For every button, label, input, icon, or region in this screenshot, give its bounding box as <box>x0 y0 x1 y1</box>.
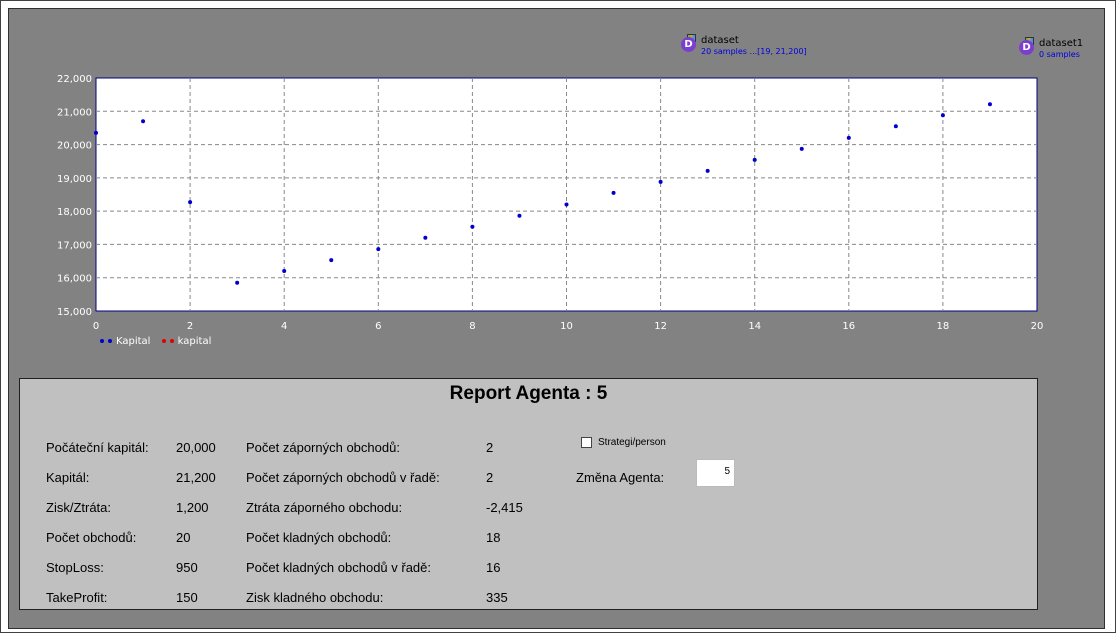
value-stoploss: 950 <box>176 560 198 575</box>
dataset1-name: dataset1 <box>1039 38 1084 49</box>
data-point <box>564 202 569 207</box>
legend-item-kapital: Kapital <box>100 336 154 347</box>
value-zisk-ztrata: 1,200 <box>176 500 209 515</box>
label-takeprofit: TakeProfit: <box>46 590 108 605</box>
value-pocet-zapornych: 2 <box>486 440 494 455</box>
data-point <box>329 258 334 263</box>
value-pocet-kladnych-v-rade: 16 <box>486 560 501 575</box>
report-title: Report Agenta : 5 <box>449 383 608 404</box>
scatter-chart: 0 2 4 6 8 10 12 14 16 18 20 15,000 16,000 17,000 18,00… <box>57 74 1044 332</box>
label-ztrata-zaporneho: Ztráta záporného obchodu: <box>246 500 403 515</box>
chart-legend: Kapital kapital <box>100 336 219 347</box>
value-pocet-zapornych-v-rade: 2 <box>486 470 494 485</box>
x-tick-label: 14 <box>748 321 761 332</box>
x-tick-label: 10 <box>560 321 573 332</box>
label-pocet-zapornych-v-rade: Počet záporných obchodů v řadě: <box>246 470 440 485</box>
agent-change-input[interactable]: 5 <box>696 459 735 487</box>
value-pocatecni-kapital: 20,000 <box>176 440 216 455</box>
strategi-person-label[interactable]: Strategi/person <box>598 437 666 448</box>
y-tick-label: 19,000 <box>57 174 92 185</box>
label-pocatecni-kapital: Počáteční kapitál: <box>46 440 149 455</box>
data-point <box>846 135 851 140</box>
data-point <box>141 119 146 124</box>
data-point <box>752 157 757 162</box>
value-pocet-kladnych: 18 <box>486 530 501 545</box>
x-tick-label: 6 <box>375 321 381 332</box>
y-tick-label: 21,000 <box>57 107 92 118</box>
dataset1-info: 0 samples <box>1039 50 1080 59</box>
dataset-name: dataset <box>701 35 739 46</box>
data-point <box>470 224 475 229</box>
data-point <box>705 168 710 173</box>
y-tick-label: 16,000 <box>57 274 92 285</box>
label-zisk-ztrata: Zisk/Ztráta: <box>46 500 112 515</box>
legend-item-kapital-2: kapital <box>161 336 216 347</box>
label-pocet-kladnych: Počet kladných obchodů: <box>246 530 392 545</box>
label-pocet-obchodu: Počet obchodů: <box>46 530 137 545</box>
y-tick-label: 20,000 <box>57 141 92 152</box>
agent-change-label: Změna Agenta: <box>576 470 665 485</box>
data-point <box>658 179 663 184</box>
report-panel: Report Agenta : 5 Počáteční kapitál: Kap… <box>19 378 1038 610</box>
value-zisk-kladneho: 335 <box>486 590 508 605</box>
label-pocet-kladnych-v-rade: Počet kladných obchodů v řadě: <box>246 560 432 575</box>
y-tick-label: 15,000 <box>57 307 92 318</box>
data-point <box>893 124 898 129</box>
label-pocet-zapornych: Počet záporných obchodů: <box>246 440 400 455</box>
dataset-icon: D <box>681 34 699 52</box>
y-tick-label: 18,000 <box>57 207 92 218</box>
value-ztrata-zaporneho: -2,415 <box>486 500 523 515</box>
data-point <box>517 213 522 218</box>
x-tick-label: 20 <box>1031 321 1044 332</box>
label-zisk-kladneho: Zisk kladného obchodu: <box>246 590 384 605</box>
data-point <box>188 200 193 205</box>
data-point <box>611 190 616 195</box>
data-point <box>940 113 945 118</box>
data-point <box>376 247 381 252</box>
x-tick-label: 0 <box>93 321 99 332</box>
data-point <box>282 269 287 274</box>
y-tick-label: 17,000 <box>57 240 92 251</box>
y-tick-label: 22,000 <box>57 74 92 85</box>
data-point <box>94 130 98 135</box>
x-tick-label: 18 <box>937 321 950 332</box>
data-point <box>423 235 428 240</box>
value-kapital: 21,200 <box>176 470 216 485</box>
data-point <box>987 102 992 107</box>
x-tick-label: 12 <box>654 321 667 332</box>
x-tick-label: 2 <box>187 321 193 332</box>
value-pocet-obchodu: 20 <box>176 530 191 545</box>
label-stoploss: StopLoss: <box>46 560 104 575</box>
value-takeprofit: 150 <box>176 590 198 605</box>
data-point <box>235 280 240 285</box>
x-tick-label: 16 <box>842 321 855 332</box>
dataset-icon: D <box>1019 37 1037 55</box>
x-tick-label: 4 <box>281 321 287 332</box>
label-kapital: Kapitál: <box>46 470 90 485</box>
strategi-person-checkbox[interactable] <box>581 437 592 448</box>
data-point <box>799 146 804 151</box>
x-tick-label: 8 <box>469 321 475 332</box>
dataset-info: 20 samples ...[19, 21,200] <box>701 47 807 56</box>
